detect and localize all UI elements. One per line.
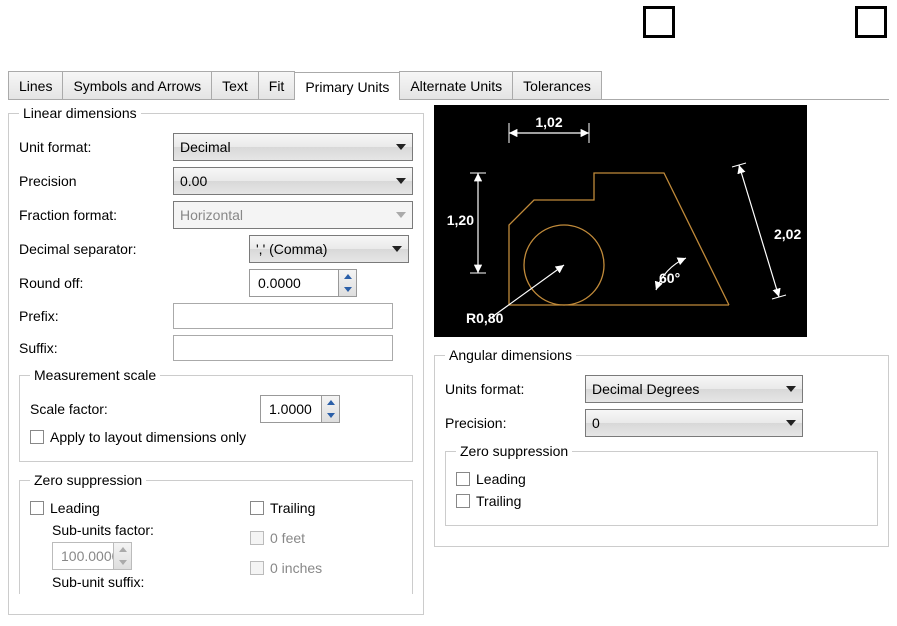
spinner-scale-factor[interactable]: 1.0000 xyxy=(260,395,340,423)
preview-dim-right: 2,02 xyxy=(774,226,801,242)
checkbox-ang-leading[interactable]: Leading xyxy=(456,471,526,487)
dropdown-decimal-separator[interactable]: ',' (Comma) xyxy=(249,235,409,263)
checkbox-apply-layout[interactable]: Apply to layout dimensions only xyxy=(30,429,246,445)
preview-dim-left: 1,20 xyxy=(447,212,474,228)
label-trailing: Trailing xyxy=(270,500,315,516)
decorative-box xyxy=(855,6,887,38)
tab-symbols-and-arrows[interactable]: Symbols and Arrows xyxy=(62,71,212,99)
dropdown-ang-units-format-value: Decimal Degrees xyxy=(592,381,699,397)
tab-alternate-units[interactable]: Alternate Units xyxy=(399,71,513,99)
dropdown-unit-format-value: Decimal xyxy=(180,139,231,155)
chevron-down-icon xyxy=(396,212,406,218)
group-zero-suppression: Zero suppression Leading Sub-units facto… xyxy=(19,472,413,594)
label-scale-factor: Scale factor: xyxy=(30,401,260,417)
group-measurement-scale: Measurement scale Scale factor: 1.0000 A… xyxy=(19,367,413,462)
input-prefix[interactable] xyxy=(173,303,393,329)
dropdown-ang-precision-value: 0 xyxy=(592,415,600,431)
tab-text[interactable]: Text xyxy=(211,71,259,99)
legend-measurement: Measurement scale xyxy=(30,367,160,383)
spinner-down-icon[interactable] xyxy=(322,409,339,422)
window-controls xyxy=(643,6,887,41)
preview-dim-top: 1,02 xyxy=(535,114,562,130)
chevron-down-icon xyxy=(786,420,796,426)
chevron-down-icon xyxy=(786,386,796,392)
legend-ang-zero-sup: Zero suppression xyxy=(456,443,572,459)
group-angular-dimensions: Angular dimensions Units format: Decimal… xyxy=(434,347,889,547)
input-suffix[interactable] xyxy=(173,335,393,361)
tab-primary-units[interactable]: Primary Units xyxy=(294,72,400,100)
tab-fit[interactable]: Fit xyxy=(258,71,296,99)
dropdown-precision-value: 0.00 xyxy=(180,173,207,189)
label-prefix: Prefix: xyxy=(19,308,173,324)
checkbox-box-icon xyxy=(250,531,264,545)
spinner-subunits-factor-value: 100.0000 xyxy=(53,543,113,569)
label-subunit-suffix: Sub-unit suffix: xyxy=(52,574,250,590)
label-suffix: Suffix: xyxy=(19,340,173,356)
label-ang-leading: Leading xyxy=(476,471,526,487)
label-decimal-separator: Decimal separator: xyxy=(19,241,249,257)
label-ang-precision: Precision: xyxy=(445,415,585,431)
checkbox-box-icon xyxy=(456,472,470,486)
dropdown-fraction-format: Horizontal xyxy=(173,201,413,229)
spinner-up-icon[interactable] xyxy=(339,270,356,283)
spinner-down-icon[interactable] xyxy=(339,283,356,296)
spinner-up-icon[interactable] xyxy=(322,396,339,409)
dropdown-ang-precision[interactable]: 0 xyxy=(585,409,803,437)
preview-area: 1,02 1,20 2,02 60° R0,80 xyxy=(434,105,807,337)
checkbox-zero-feet: 0 feet xyxy=(250,530,305,546)
label-apply-layout: Apply to layout dimensions only xyxy=(50,429,246,445)
tab-strip: Lines Symbols and Arrows Text Fit Primar… xyxy=(8,71,889,100)
dropdown-precision[interactable]: 0.00 xyxy=(173,167,413,195)
chevron-down-icon xyxy=(392,246,402,252)
tab-tolerances[interactable]: Tolerances xyxy=(512,71,602,99)
decorative-box xyxy=(643,6,675,38)
checkbox-box-icon xyxy=(30,501,44,515)
label-leading: Leading xyxy=(50,500,100,516)
spinner-round-off[interactable]: 0.0000 xyxy=(249,269,357,297)
label-ang-units-format: Units format: xyxy=(445,381,585,397)
chevron-down-icon xyxy=(396,144,406,150)
preview-angle: 60° xyxy=(659,270,680,286)
checkbox-ang-trailing[interactable]: Trailing xyxy=(456,493,521,509)
spinner-scale-factor-value: 1.0000 xyxy=(261,396,321,422)
label-ang-trailing: Trailing xyxy=(476,493,521,509)
group-linear-dimensions: Linear dimensions Unit format: Decimal P… xyxy=(8,105,424,615)
dropdown-ang-units-format[interactable]: Decimal Degrees xyxy=(585,375,803,403)
checkbox-zero-inches: 0 inches xyxy=(250,560,322,576)
label-precision: Precision xyxy=(19,173,173,189)
chevron-down-icon xyxy=(396,178,406,184)
spinner-down-icon xyxy=(114,556,131,569)
label-zero-feet: 0 feet xyxy=(270,530,305,546)
checkbox-box-icon xyxy=(250,561,264,575)
spinner-round-off-value: 0.0000 xyxy=(250,270,338,296)
label-fraction-format: Fraction format: xyxy=(19,207,173,223)
spinner-up-icon xyxy=(114,543,131,556)
label-unit-format: Unit format: xyxy=(19,139,173,155)
dropdown-decimal-separator-value: ',' (Comma) xyxy=(256,241,327,257)
legend-linear: Linear dimensions xyxy=(19,105,141,121)
checkbox-trailing[interactable]: Trailing xyxy=(250,500,315,516)
dropdown-unit-format[interactable]: Decimal xyxy=(173,133,413,161)
dropdown-fraction-format-value: Horizontal xyxy=(180,207,243,223)
checkbox-leading[interactable]: Leading xyxy=(30,500,100,516)
label-zero-inches: 0 inches xyxy=(270,560,322,576)
preview-radius: R0,80 xyxy=(466,310,504,326)
group-ang-zero-suppression: Zero suppression Leading Trailing xyxy=(445,443,878,526)
legend-zero-sup: Zero suppression xyxy=(30,472,146,488)
legend-angular: Angular dimensions xyxy=(445,347,576,363)
spinner-subunits-factor: 100.0000 xyxy=(52,542,132,570)
label-round-off: Round off: xyxy=(19,275,249,291)
checkbox-box-icon xyxy=(456,494,470,508)
label-subunits-factor: Sub-units factor: xyxy=(52,522,250,538)
checkbox-box-icon xyxy=(250,501,264,515)
tab-lines[interactable]: Lines xyxy=(8,71,63,99)
checkbox-box-icon xyxy=(30,430,44,444)
